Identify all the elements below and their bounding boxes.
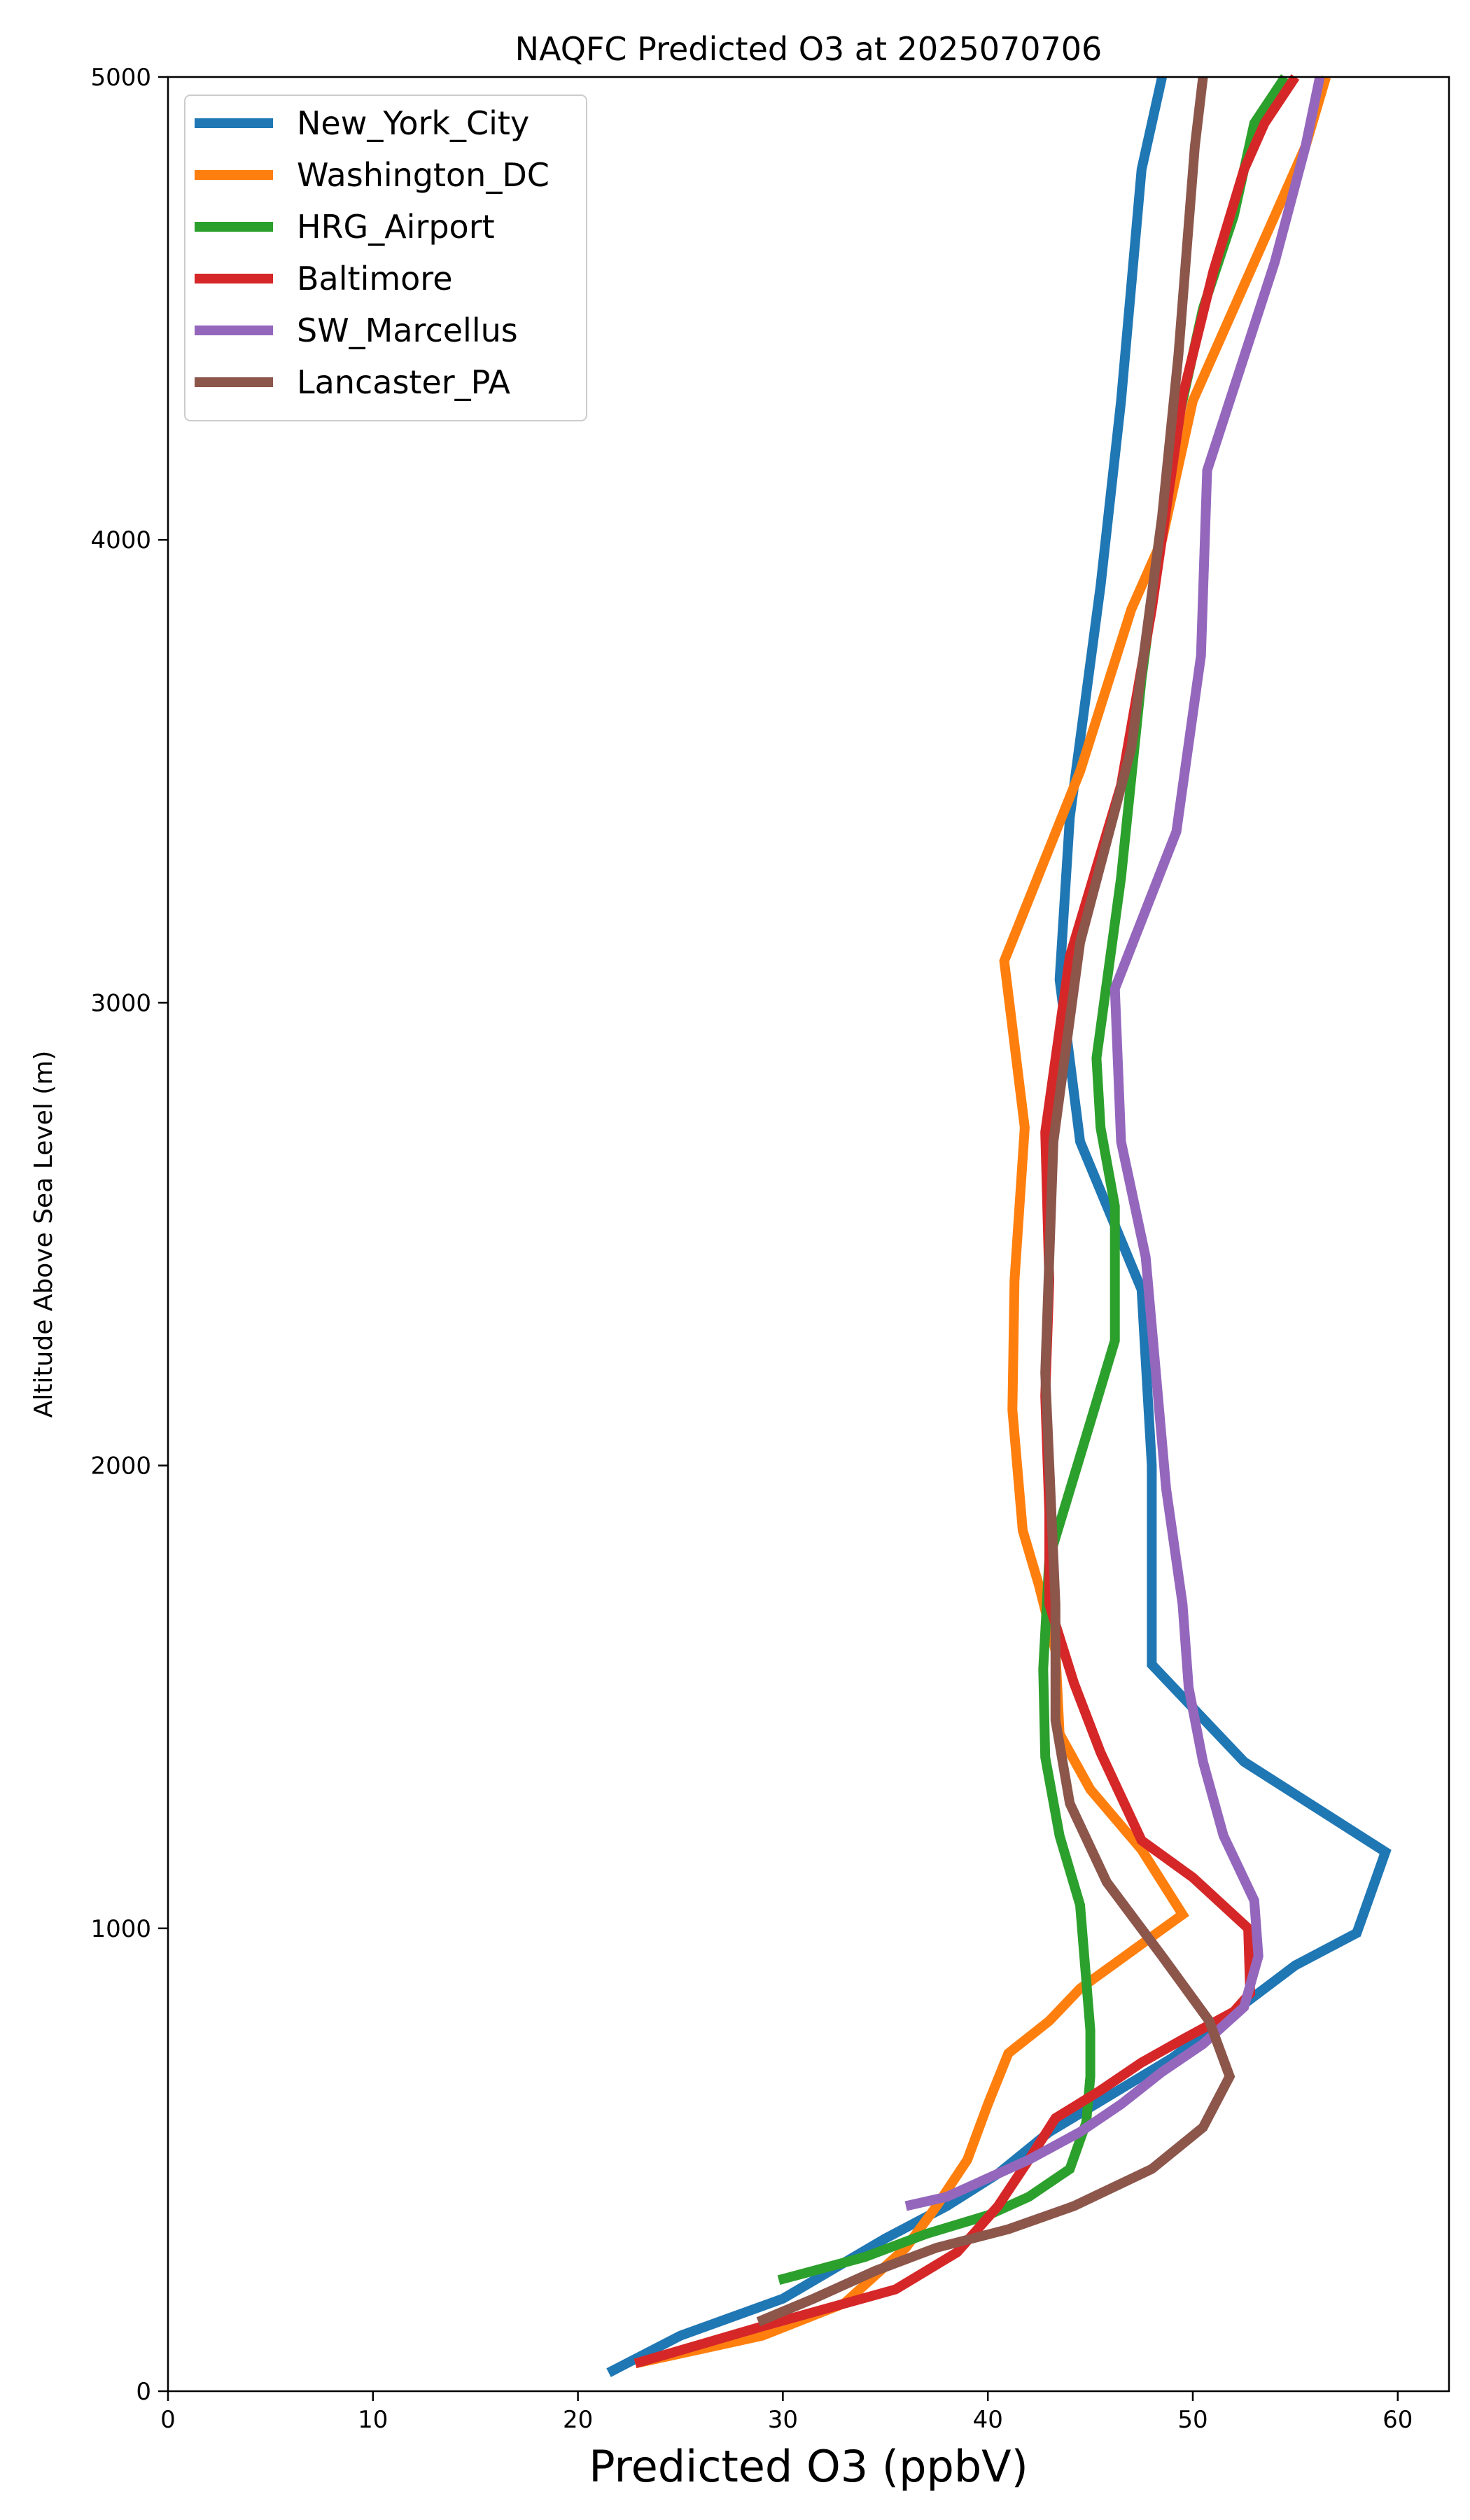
y-tick-label: 4000 [90,526,151,554]
y-tick-label: 1000 [90,1915,151,1943]
legend-label: Lancaster_PA [297,363,510,401]
legend-label: Baltimore [297,260,453,298]
x-axis-label: Predicted O3 (ppbV) [589,2441,1028,2492]
x-tick-label: 10 [358,2406,388,2434]
y-tick-label: 0 [136,2378,151,2406]
legend-label: SW_Marcellus [297,312,518,349]
y-axis-label: Altitude Above Sea Level (m) [29,1051,58,1418]
plot-frame [167,76,1450,2393]
y-tick-label: 2000 [90,1452,151,1480]
series-layer [606,74,1392,2377]
legend: New_York_City Washington_DC HRG_Airport Bal… [184,94,587,421]
series-line-lancaster-pa [756,76,1236,2327]
chart-title: NAQFC Predicted O3 at 2025070706 [515,30,1102,68]
legend-box [184,94,587,421]
plot-background [168,77,1449,2391]
legend-label: Washington_DC [297,156,550,194]
x-tick-label: 60 [1382,2406,1413,2434]
x-axis: 0 10 20 30 40 50 60 [160,2391,1413,2434]
y-tick-label: 3000 [90,989,151,1017]
series-line-sw-marcellus [904,76,1325,2211]
x-tick-label: 30 [768,2406,798,2434]
x-tick-label: 0 [160,2406,176,2434]
y-tick-label: 5000 [90,64,151,92]
x-tick-label: 20 [563,2406,593,2434]
x-tick-label: 50 [1177,2406,1208,2434]
legend-label: New_York_City [297,104,529,142]
x-tick-label: 40 [973,2406,1003,2434]
series-line-new-york-city [606,76,1392,2377]
legend-label: HRG_Airport [297,208,495,246]
y-axis: 0 1000 2000 3000 4000 5000 [90,64,168,2406]
